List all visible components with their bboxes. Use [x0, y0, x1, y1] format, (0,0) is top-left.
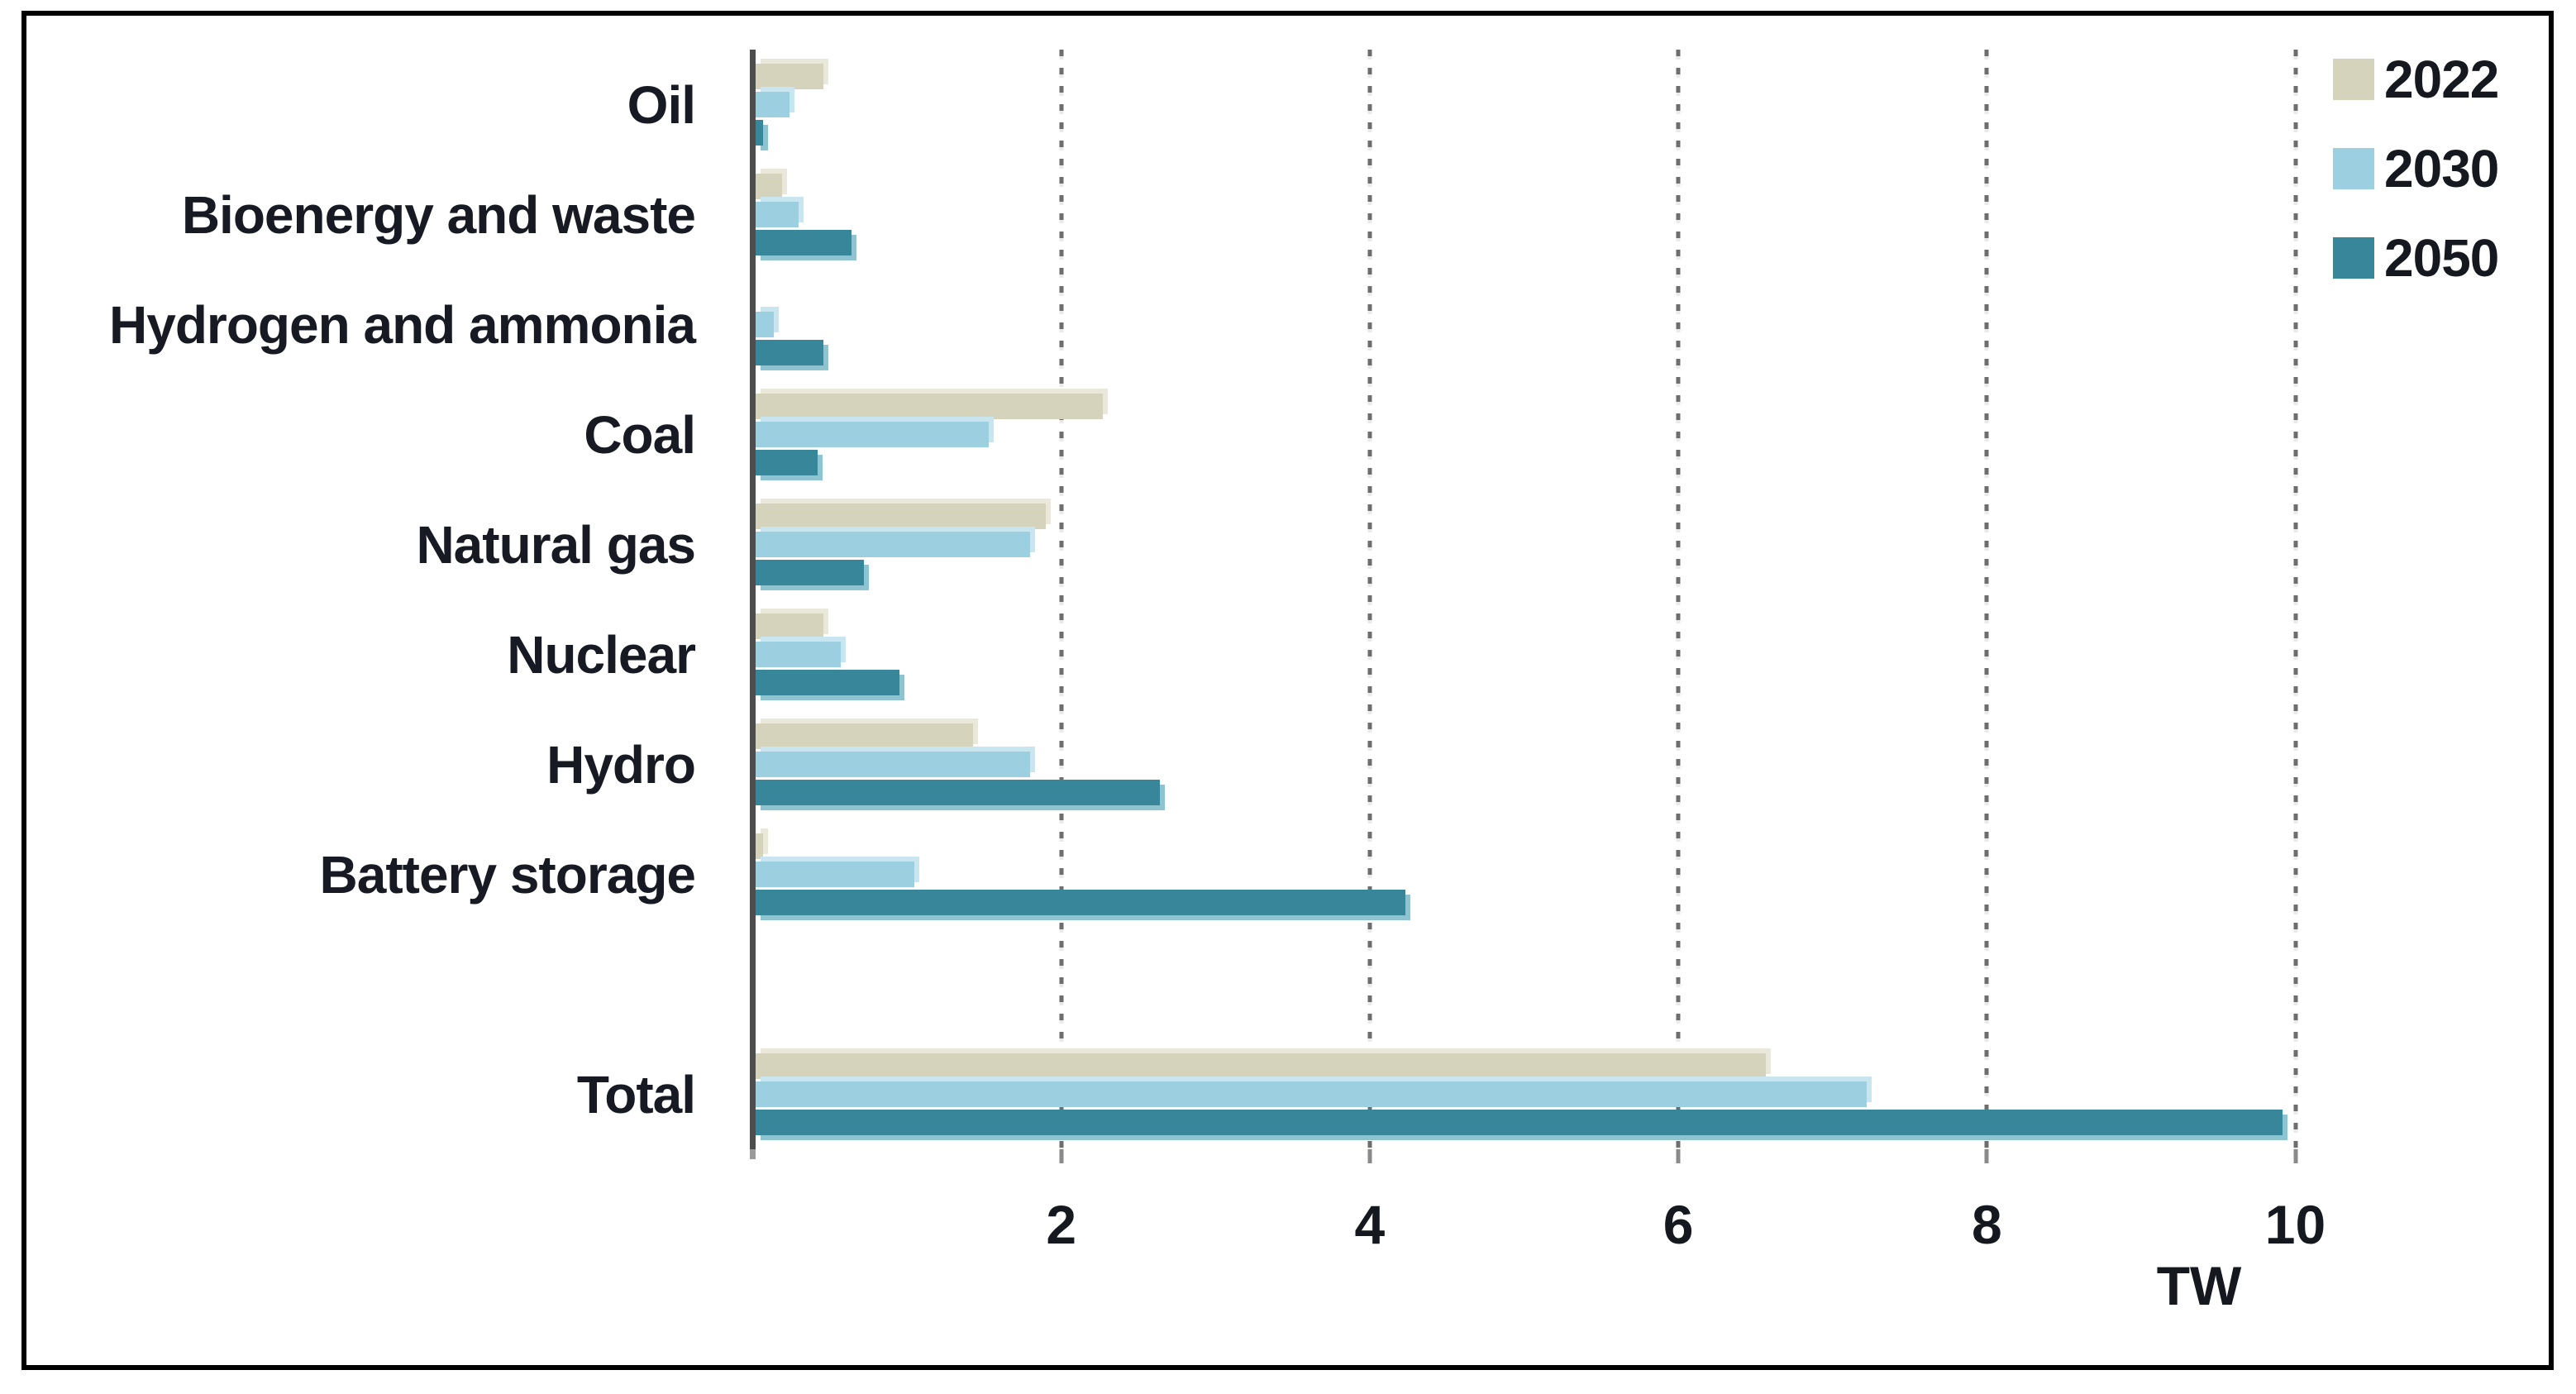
category-label: Total	[576, 1064, 696, 1124]
legend-swatch-2030	[2333, 148, 2374, 189]
category-label: Bioenergy and waste	[181, 184, 696, 245]
gridline-10	[2293, 50, 2297, 1149]
bar-2030-coal	[756, 422, 989, 447]
bar-2050-total	[756, 1110, 2283, 1135]
category-label: Battery storage	[319, 844, 696, 905]
spacer-row	[756, 929, 2384, 1039]
bar-2050-bioenergy-and-waste	[756, 230, 852, 255]
bar-2050-battery-storage	[756, 890, 1405, 915]
bar-2050-nuclear	[756, 670, 899, 695]
bar-2030-bioenergy-and-waste	[756, 202, 799, 227]
legend-entry-2050: 2050	[2333, 232, 2499, 284]
tick-label-8: 8	[1971, 1194, 2002, 1255]
bar-group-nuclear	[756, 599, 2384, 709]
value-axis-line	[750, 1149, 756, 1159]
category-label-row-battery-storage: Battery storage	[0, 819, 720, 929]
plot-area	[750, 50, 2384, 1149]
gridline-6	[1676, 50, 1681, 1149]
x-axis-unit-label: TW	[2156, 1255, 2242, 1316]
bar-2022-total	[756, 1053, 1766, 1079]
bar-2022-battery-storage	[756, 833, 763, 859]
bar-2030-natural-gas	[756, 532, 1030, 557]
category-label: Oil	[627, 74, 696, 135]
bar-2022-oil	[756, 64, 823, 89]
bar-2050-natural-gas	[756, 560, 864, 585]
legend-swatch-2022	[2333, 59, 2374, 100]
bar-group-total	[756, 1039, 2384, 1149]
legend-label-2050: 2050	[2384, 228, 2499, 288]
tick-mark-10	[2293, 1149, 2297, 1163]
category-label-row-total: Total	[0, 1039, 720, 1149]
category-label-row-hydrogen-and-ammonia: Hydrogen and ammonia	[0, 270, 720, 380]
tick-label-10: 10	[2264, 1194, 2326, 1255]
category-label: Hydro	[546, 734, 696, 795]
tick-label-2: 2	[1046, 1194, 1077, 1255]
legend-swatch-2050	[2333, 237, 2374, 279]
bar-group-battery-storage	[756, 819, 2384, 929]
bar-group-hydro	[756, 709, 2384, 819]
legend-entry-2022: 2022	[2333, 53, 2499, 106]
tick-label-4: 4	[1354, 1194, 1386, 1255]
bar-2022-nuclear	[756, 613, 823, 639]
bar-2022-coal	[756, 394, 1103, 419]
bar-2030-hydrogen-and-ammonia	[756, 312, 774, 337]
legend-label-2030: 2030	[2384, 139, 2499, 198]
bar-group-bioenergy-and-waste	[756, 160, 2384, 270]
bar-2030-oil	[756, 92, 789, 117]
legend-label-2022: 2022	[2384, 50, 2499, 109]
bar-2030-battery-storage	[756, 862, 914, 887]
tick-label-6: 6	[1662, 1194, 1694, 1255]
tick-mark-2	[1059, 1149, 1064, 1163]
category-label: Natural gas	[416, 514, 696, 575]
bar-group-hydrogen-and-ammonia	[756, 270, 2384, 380]
gridline-8	[1984, 50, 1989, 1149]
bar-group-oil	[756, 50, 2384, 160]
spacer-label-row	[0, 929, 720, 1039]
category-label: Hydrogen and ammonia	[109, 294, 696, 355]
bar-group-natural-gas	[756, 489, 2384, 599]
bar-2030-hydro	[756, 752, 1030, 777]
category-label-row-oil: Oil	[0, 50, 720, 160]
bar-2030-nuclear	[756, 642, 841, 667]
bar-2050-coal	[756, 450, 818, 475]
category-label-row-hydro: Hydro	[0, 709, 720, 819]
bar-2022-hydro	[756, 723, 973, 749]
category-label-row-natural-gas: Natural gas	[0, 489, 720, 599]
bar-2050-hydrogen-and-ammonia	[756, 340, 823, 365]
gridline-4	[1367, 50, 1372, 1149]
bar-2022-bioenergy-and-waste	[756, 174, 782, 199]
category-label: Coal	[584, 404, 696, 465]
bar-2030-total	[756, 1081, 1867, 1107]
bar-group-coal	[756, 380, 2384, 489]
category-label-row-bioenergy-and-waste: Bioenergy and waste	[0, 160, 720, 270]
tick-mark-4	[1367, 1149, 1372, 1163]
bar-2022-natural-gas	[756, 504, 1046, 529]
legend-entry-2030: 2030	[2333, 142, 2499, 195]
category-label: Nuclear	[507, 624, 696, 685]
bar-2050-oil	[756, 120, 763, 146]
category-label-row-nuclear: Nuclear	[0, 599, 720, 709]
gridline-2	[1059, 50, 1064, 1149]
category-axis: Oil Bioenergy and waste Hydrogen and ammon…	[0, 50, 720, 1149]
tick-mark-8	[1984, 1149, 1989, 1163]
legend: 2022 2030 2050	[2333, 53, 2499, 326]
category-label-row-coal: Coal	[0, 380, 720, 489]
bar-2050-hydro	[756, 780, 1160, 805]
tick-mark-6	[1676, 1149, 1681, 1163]
